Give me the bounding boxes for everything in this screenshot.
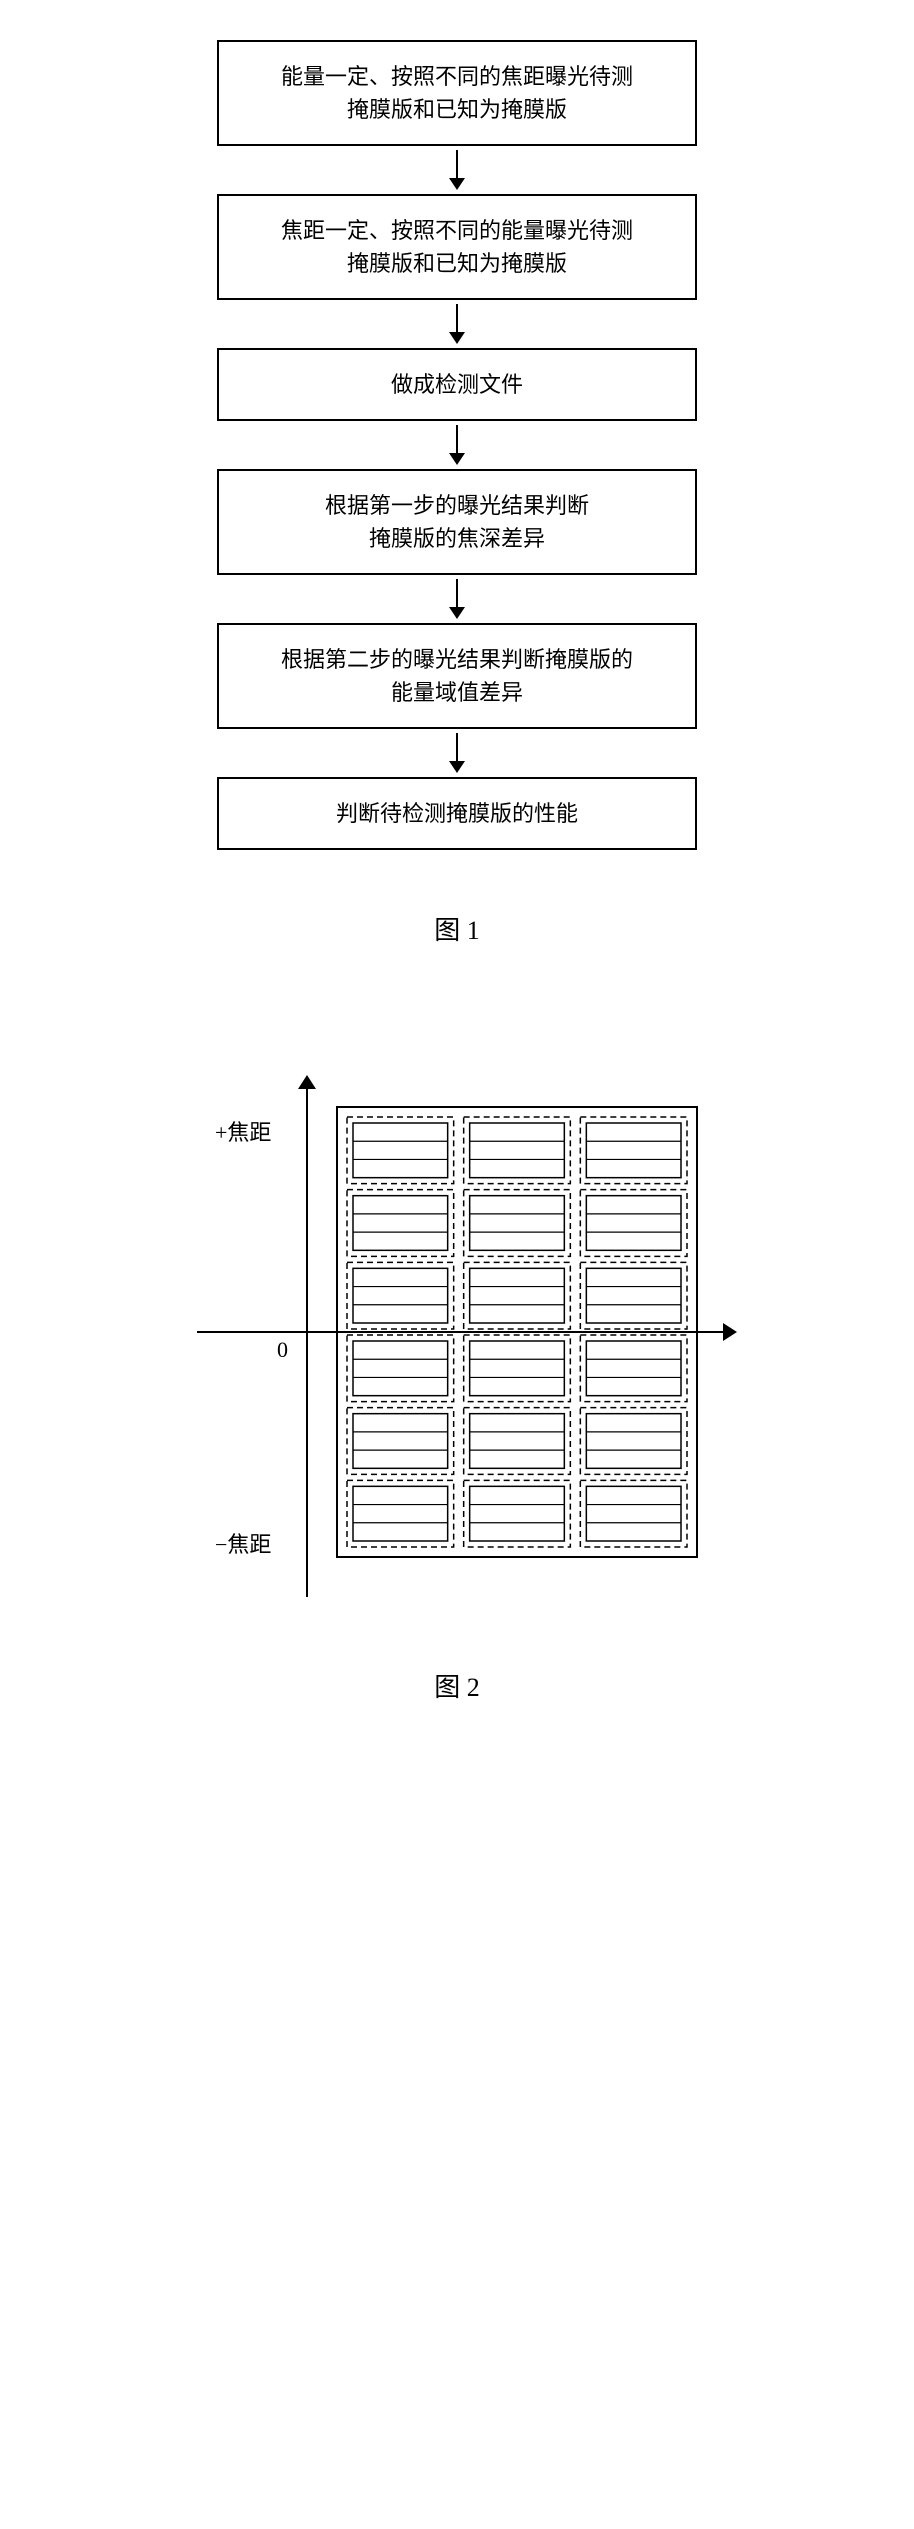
figure2-diagram: +焦距 0 −焦距: [177, 1067, 737, 1627]
figure2-caption: 图 2: [434, 1667, 480, 1704]
flow-step-1-text: 能量一定、按照不同的焦距曝光待测掩膜版和已知为掩膜版: [281, 64, 633, 122]
flow-step-3-text: 做成检测文件: [391, 372, 523, 397]
y-axis-top-label: +焦距: [215, 1115, 271, 1147]
origin-label: 0: [277, 1337, 288, 1363]
arrow-icon: [449, 425, 465, 465]
flowchart: 能量一定、按照不同的焦距曝光待测掩膜版和已知为掩膜版 焦距一定、按照不同的能量曝…: [217, 40, 697, 850]
flow-step-5: 根据第二步的曝光结果判断掩膜版的能量域值差异: [217, 623, 697, 729]
arrow-icon: [449, 304, 465, 344]
flow-step-4-text: 根据第一步的曝光结果判断掩膜版的焦深差异: [325, 493, 589, 551]
flow-step-2: 焦距一定、按照不同的能量曝光待测掩膜版和已知为掩膜版: [217, 194, 697, 300]
flow-step-3: 做成检测文件: [217, 348, 697, 421]
figure2-svg: [177, 1067, 737, 1607]
arrow-icon: [449, 150, 465, 190]
flow-step-5-text: 根据第二步的曝光结果判断掩膜版的能量域值差异: [281, 647, 633, 705]
flow-step-1: 能量一定、按照不同的焦距曝光待测掩膜版和已知为掩膜版: [217, 40, 697, 146]
figure1-caption: 图 1: [434, 910, 480, 947]
arrow-icon: [449, 733, 465, 773]
flow-step-6-text: 判断待检测掩膜版的性能: [336, 801, 578, 826]
flow-step-2-text: 焦距一定、按照不同的能量曝光待测掩膜版和已知为掩膜版: [281, 218, 633, 276]
arrow-icon: [449, 579, 465, 619]
flow-step-6: 判断待检测掩膜版的性能: [217, 777, 697, 850]
y-axis-bottom-label: −焦距: [215, 1527, 271, 1559]
flow-step-4: 根据第一步的曝光结果判断掩膜版的焦深差异: [217, 469, 697, 575]
